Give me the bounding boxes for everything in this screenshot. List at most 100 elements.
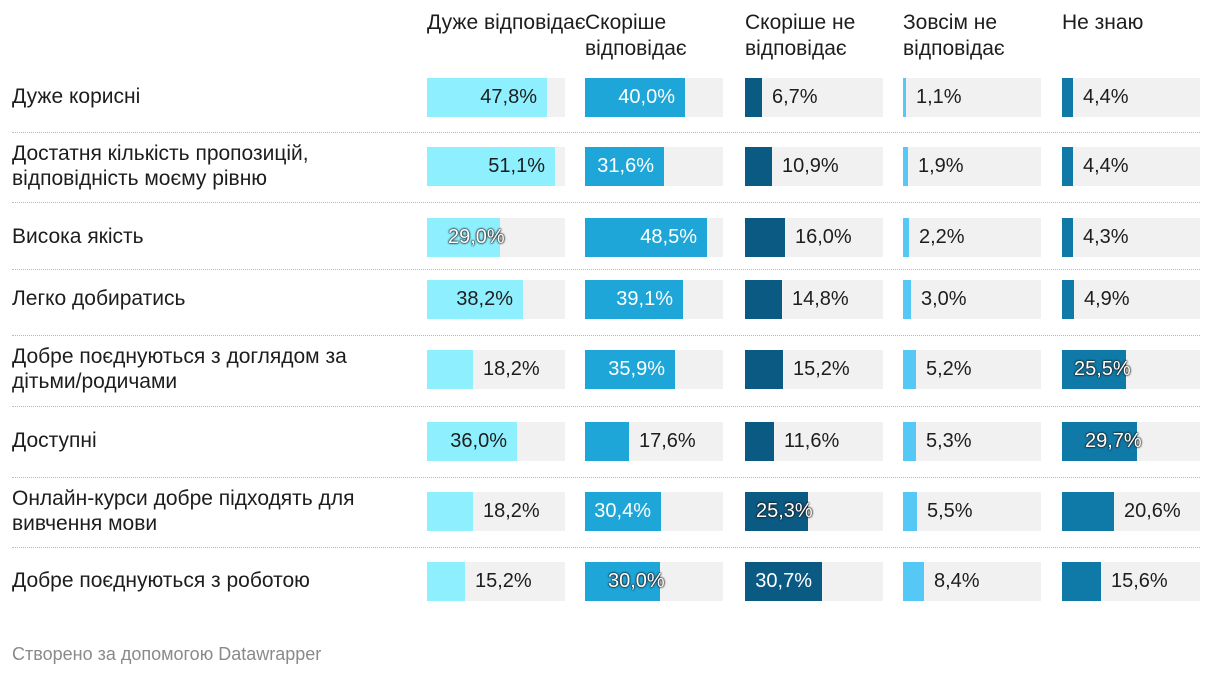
bar-cell: 5,5% [903, 492, 1041, 531]
bar [1062, 78, 1073, 117]
bar-cell: 30,4% [585, 492, 723, 531]
bar-cell: 14,8% [745, 280, 883, 319]
bar-cell: 39,1% [585, 280, 723, 319]
row-label: Достатня кількість пропозицій, відповідн… [12, 141, 309, 190]
value-label: 4,9% [1084, 288, 1130, 310]
value-label: 8,4% [934, 570, 980, 592]
value-label: 30,0% [608, 570, 665, 592]
bar-cell: 16,0% [745, 218, 883, 257]
bar [745, 422, 774, 461]
bar [427, 280, 523, 319]
bar [745, 492, 808, 531]
bar [427, 422, 517, 461]
bar-cell: 36,0% [427, 422, 565, 461]
bar-cell: 4,3% [1062, 218, 1200, 257]
bar [585, 562, 660, 601]
bar-cell: 20,6% [1062, 492, 1200, 531]
bar [1062, 280, 1074, 319]
credit-footer: Створено за допомогою Datawrapper [12, 644, 322, 664]
column-header-1: Дуже відповідає [427, 11, 586, 34]
value-label: 14,8% [792, 288, 849, 310]
bar [745, 562, 822, 601]
bar [585, 78, 685, 117]
bar [903, 280, 911, 319]
bar-cell: 2,2% [903, 218, 1041, 257]
value-label: 15,2% [793, 358, 850, 380]
row-separator [12, 269, 1200, 270]
bar-cell: 5,2% [903, 350, 1041, 389]
row-separator [12, 547, 1200, 548]
bar [1062, 422, 1137, 461]
value-label: 38,2% [456, 288, 513, 310]
bar [903, 422, 916, 461]
row-separator [12, 477, 1200, 478]
bar [1062, 562, 1101, 601]
row-label: Легко добиратись [12, 287, 186, 310]
value-label: 47,8% [480, 86, 537, 108]
row-label: Висока якість [12, 225, 144, 248]
bar [585, 422, 629, 461]
value-label: 10,9% [782, 155, 839, 177]
value-label: 15,6% [1111, 570, 1168, 592]
bar [903, 78, 906, 117]
value-label: 4,4% [1083, 86, 1129, 108]
value-label: 30,7% [755, 570, 812, 592]
bar-cell: 5,3% [903, 422, 1041, 461]
row-label: Дуже корисні [12, 85, 141, 108]
value-label: 4,3% [1083, 226, 1129, 248]
bar-cell: 17,6% [585, 422, 723, 461]
bar-table-chart: Дуже відповідає Скоріше відповідає Скоріше… [12, 11, 1200, 601]
bar-cell: 4,9% [1062, 280, 1200, 319]
bar [903, 492, 917, 531]
value-label: 2,2% [919, 226, 965, 248]
bar [745, 147, 772, 186]
bar [1062, 350, 1126, 389]
bar [585, 280, 683, 319]
bar-cell: 25,5% [1062, 350, 1200, 389]
value-label: 35,9% [608, 358, 665, 380]
bar-cell: 18,2% [427, 492, 565, 531]
bar [427, 218, 500, 257]
bar-cell: 15,2% [745, 350, 883, 389]
bar-cell: 30,0% [585, 562, 723, 601]
row-label: Добре поєднуються з роботою [12, 569, 310, 592]
bar-cell: 3,0% [903, 280, 1041, 319]
bar-cell: 18,2% [427, 350, 565, 389]
value-label: 15,2% [475, 570, 532, 592]
value-label: 16,0% [795, 226, 852, 248]
bar-cell: 38,2% [427, 280, 565, 319]
value-label: 30,4% [594, 500, 651, 522]
value-label: 20,6% [1124, 500, 1181, 522]
value-label: 18,2% [483, 500, 540, 522]
bar-cell: 47,8% [427, 78, 565, 117]
column-header-5: Не знаю [1062, 11, 1144, 34]
bar [585, 147, 664, 186]
row-separator [12, 202, 1200, 203]
column-header-3: Скоріше не відповідає [745, 11, 856, 60]
bar-cell: 4,4% [1062, 78, 1200, 117]
value-label: 5,3% [926, 430, 972, 452]
value-label: 18,2% [483, 358, 540, 380]
row-separator [12, 132, 1200, 133]
bar-cell: 15,6% [1062, 562, 1200, 601]
bar-cell: 35,9% [585, 350, 723, 389]
bar [745, 78, 762, 117]
row-separator [12, 335, 1200, 336]
value-label: 48,5% [640, 226, 697, 248]
bar [427, 492, 473, 531]
bar-cell: 1,9% [903, 147, 1041, 186]
value-label: 29,0% [448, 226, 505, 248]
bar [903, 218, 909, 257]
bar [903, 562, 924, 601]
bar-cell: 4,4% [1062, 147, 1200, 186]
value-label: 11,6% [784, 430, 840, 452]
value-label: 31,6% [597, 155, 654, 177]
bar [903, 350, 916, 389]
bar [427, 147, 555, 186]
bar [745, 280, 782, 319]
bar [1062, 492, 1114, 531]
row-label: Добре поєднуються з доглядом за дітьми/р… [12, 344, 347, 393]
value-label: 6,7% [772, 86, 818, 108]
value-label: 25,5% [1074, 358, 1131, 380]
bar [1062, 147, 1073, 186]
